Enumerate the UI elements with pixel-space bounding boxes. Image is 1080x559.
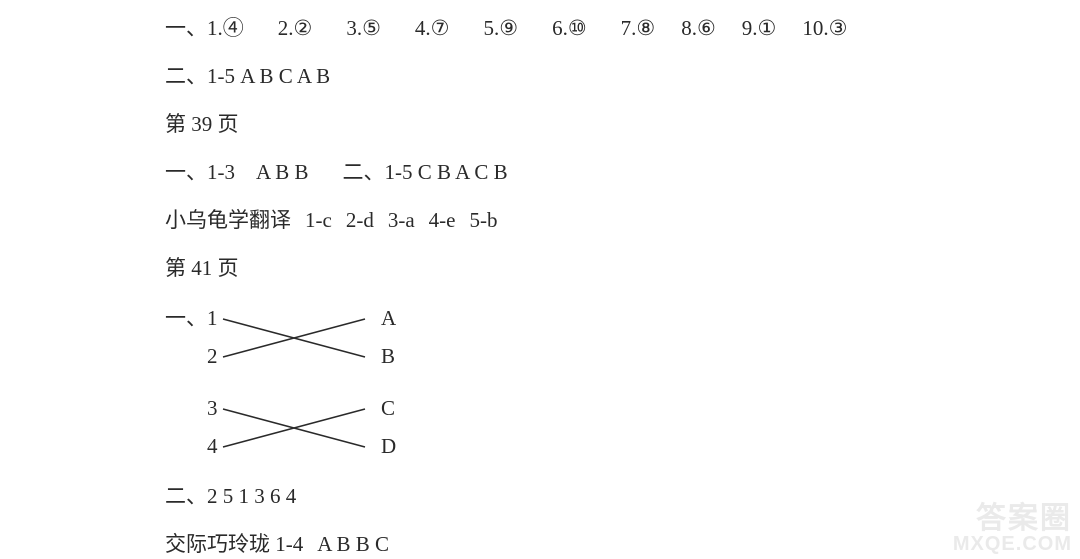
answers-translation: 小乌龟学翻译 1-c 2-d 3-a 4-e 5-b xyxy=(165,210,1080,231)
ans-10: 10.③ xyxy=(802,16,847,40)
ans-6: 6.⑩ xyxy=(552,16,587,40)
ans-3: 3.⑤ xyxy=(346,16,381,40)
tr-5: 5-b xyxy=(469,208,497,232)
tr-3: 3-a xyxy=(388,208,415,232)
matching-diagram: 一、 1 2 3 4 A B C D xyxy=(165,306,485,466)
tr-4: 4-e xyxy=(429,208,456,232)
comm-answers: A B B C xyxy=(317,532,389,556)
page-ref-39: 第 39 页 xyxy=(165,114,1080,135)
answers-communication: 交际巧玲珑 1-4 A B B C xyxy=(165,534,1080,555)
section-2-text: 二、1-5 A B C A B xyxy=(165,64,330,88)
section-3-part1: 一、1-3 A B B xyxy=(165,160,309,184)
answers-section-3: 一、1-3 A B B 二、1-5 C B A C B xyxy=(165,162,1080,183)
section-3-part2: 二、1-5 C B A C B xyxy=(343,160,508,184)
comm-prefix: 交际巧玲珑 1-4 xyxy=(165,532,303,556)
ans-9: 9.① xyxy=(742,16,777,40)
ans-2: 2.② xyxy=(278,16,313,40)
section-two-text: 二、2 5 1 3 6 4 xyxy=(165,484,296,508)
ans-8: 8.⑥ xyxy=(681,16,716,40)
answers-section-2: 二、1-5 A B C A B xyxy=(165,66,1080,87)
page-41-text: 第 41 页 xyxy=(165,256,239,280)
answers-section-1: 一、1.④ 2.② 3.⑤ 4.⑦ 5.⑨ 6.⑩ 7.⑧ 8.⑥ 9.① 10.③ xyxy=(165,18,1080,39)
translation-prefix: 小乌龟学翻译 xyxy=(165,208,291,232)
answers-section-two: 二、2 5 1 3 6 4 xyxy=(165,486,1080,507)
section-1-prefix: 一、 xyxy=(165,16,207,40)
ans-5: 5.⑨ xyxy=(483,16,518,40)
ans-4: 4.⑦ xyxy=(415,16,450,40)
ans-1: 1.④ xyxy=(207,16,244,40)
tr-1: 1-c xyxy=(305,208,332,232)
matching-lines xyxy=(165,306,485,466)
ans-7: 7.⑧ xyxy=(621,16,656,40)
page-39-text: 第 39 页 xyxy=(165,112,239,136)
page-ref-41: 第 41 页 xyxy=(165,258,1080,279)
tr-2: 2-d xyxy=(346,208,374,232)
